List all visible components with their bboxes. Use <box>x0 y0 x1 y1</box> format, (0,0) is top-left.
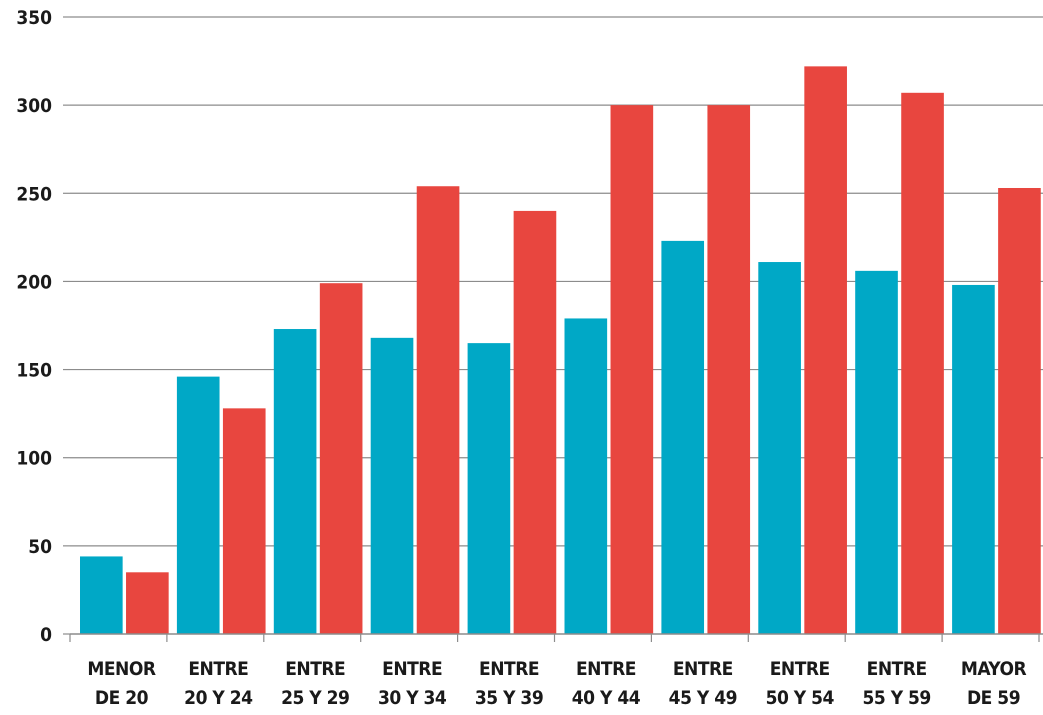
bar-series-2 <box>126 572 169 634</box>
x-category-label: ENTRE <box>479 658 539 680</box>
x-category-label: ENTRE <box>285 658 345 680</box>
bar-series-1 <box>467 343 511 634</box>
x-category-label: ENTRE <box>770 658 830 680</box>
bar-series-1 <box>80 556 123 634</box>
x-category-label: 20 Y 24 <box>184 687 253 709</box>
x-category-label: ENTRE <box>576 658 636 680</box>
bar-series-2 <box>222 408 266 634</box>
x-category-label: 35 Y 39 <box>475 687 543 709</box>
bar-series-2 <box>901 92 944 634</box>
x-category-label: DE 20 <box>95 687 149 709</box>
bar-series-1 <box>661 240 705 634</box>
bar-series-2 <box>513 210 557 634</box>
y-tick-label: 100 <box>16 448 52 470</box>
x-category-label: 25 Y 29 <box>281 687 349 709</box>
bar-series-2 <box>610 105 654 634</box>
bar-series-2 <box>707 105 751 634</box>
bar-series-1 <box>370 337 414 634</box>
bar-series-1 <box>564 318 608 634</box>
y-tick-label: 0 <box>40 624 52 646</box>
y-tick-label: 200 <box>16 271 52 293</box>
bar-series-1 <box>855 270 898 634</box>
x-category-label: 40 Y 44 <box>572 687 641 709</box>
x-category-label: ENTRE <box>188 658 248 680</box>
x-category-label: 55 Y 59 <box>862 687 930 709</box>
y-tick-label: 50 <box>28 536 52 558</box>
y-axis-ticks: 0 50 100 150 200 250 300 350 <box>16 7 70 646</box>
y-tick-label: 150 <box>16 360 52 382</box>
bar-series-1 <box>758 262 801 634</box>
x-category-label: 30 Y 34 <box>378 687 447 709</box>
y-tick-label: 300 <box>16 95 52 117</box>
bar-series-1 <box>273 329 317 634</box>
bar-series-1 <box>952 284 995 634</box>
bar-series-2 <box>319 283 363 634</box>
x-category-label: MAYOR <box>961 658 1027 680</box>
x-category-label: DE 59 <box>967 687 1020 709</box>
x-axis-labels: MENOR DE 20 ENTRE 20 Y 24 ENTRE 25 Y 29 ENTRE 3… <box>87 658 1027 709</box>
x-category-label: ENTRE <box>673 658 733 680</box>
y-tick-label: 350 <box>16 7 52 29</box>
bars <box>80 66 1041 635</box>
y-tick-label: 250 <box>16 183 52 205</box>
x-category-label: MENOR <box>87 658 156 680</box>
bar-series-1 <box>176 376 220 634</box>
bar-series-2 <box>998 187 1041 635</box>
x-category-label: 45 Y 49 <box>669 687 737 709</box>
bar-series-2 <box>416 186 460 634</box>
x-axis <box>69 633 1043 642</box>
x-category-label: 50 Y 54 <box>766 687 835 709</box>
bar-series-2 <box>804 66 847 635</box>
x-category-label: ENTRE <box>382 658 442 680</box>
x-category-label: ENTRE <box>867 658 927 680</box>
